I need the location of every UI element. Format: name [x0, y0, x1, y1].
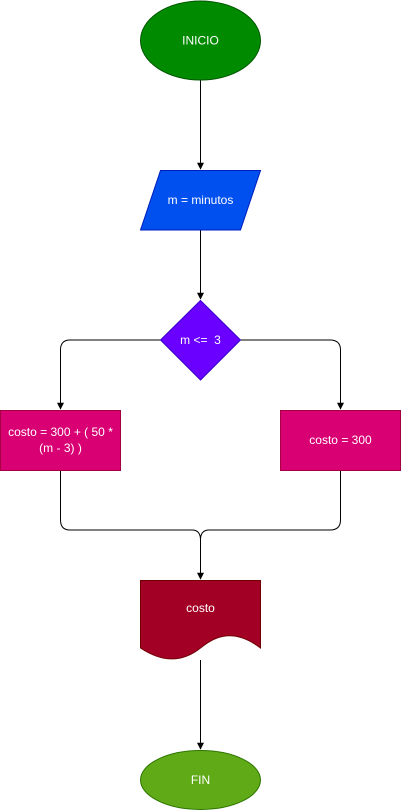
process-left-node: costo = 300 + ( 50 * (m - 3) ) — [0, 410, 121, 471]
input-node: m = minutos — [139, 170, 262, 231]
process-left-label-line2: (m - 3) ) — [39, 441, 82, 455]
connector-right-to-merge — [200, 470, 341, 541]
connector-decision-to-right — [240, 339, 344, 410]
end-node: FIN — [140, 750, 261, 810]
input-label: m = minutos — [168, 193, 234, 207]
process-left-label-line1: costo = 300 + ( 50 * — [8, 425, 113, 439]
start-ellipse — [140, 0, 261, 81]
input-parallelogram — [139, 170, 262, 231]
process-right-rect — [280, 410, 401, 471]
process-right-node: costo = 300 — [280, 410, 401, 471]
connectors — [57, 80, 344, 750]
decision-label: m <= 3 — [180, 333, 221, 347]
end-ellipse — [140, 750, 261, 810]
start-label: INICIO — [182, 34, 219, 48]
end-label: FIN — [191, 773, 210, 787]
decision-node: m <= 3 — [159, 299, 242, 381]
decision-diamond — [159, 299, 242, 381]
process-left-rect — [0, 410, 121, 471]
output-document-shape — [140, 580, 261, 660]
start-node: INICIO — [140, 0, 261, 81]
connector-decision-to-left — [57, 339, 161, 410]
output-label: costo — [186, 601, 215, 615]
connector-left-to-merge — [60, 470, 201, 541]
process-right-label: costo = 300 — [309, 433, 372, 447]
output-node: costo — [140, 580, 261, 660]
